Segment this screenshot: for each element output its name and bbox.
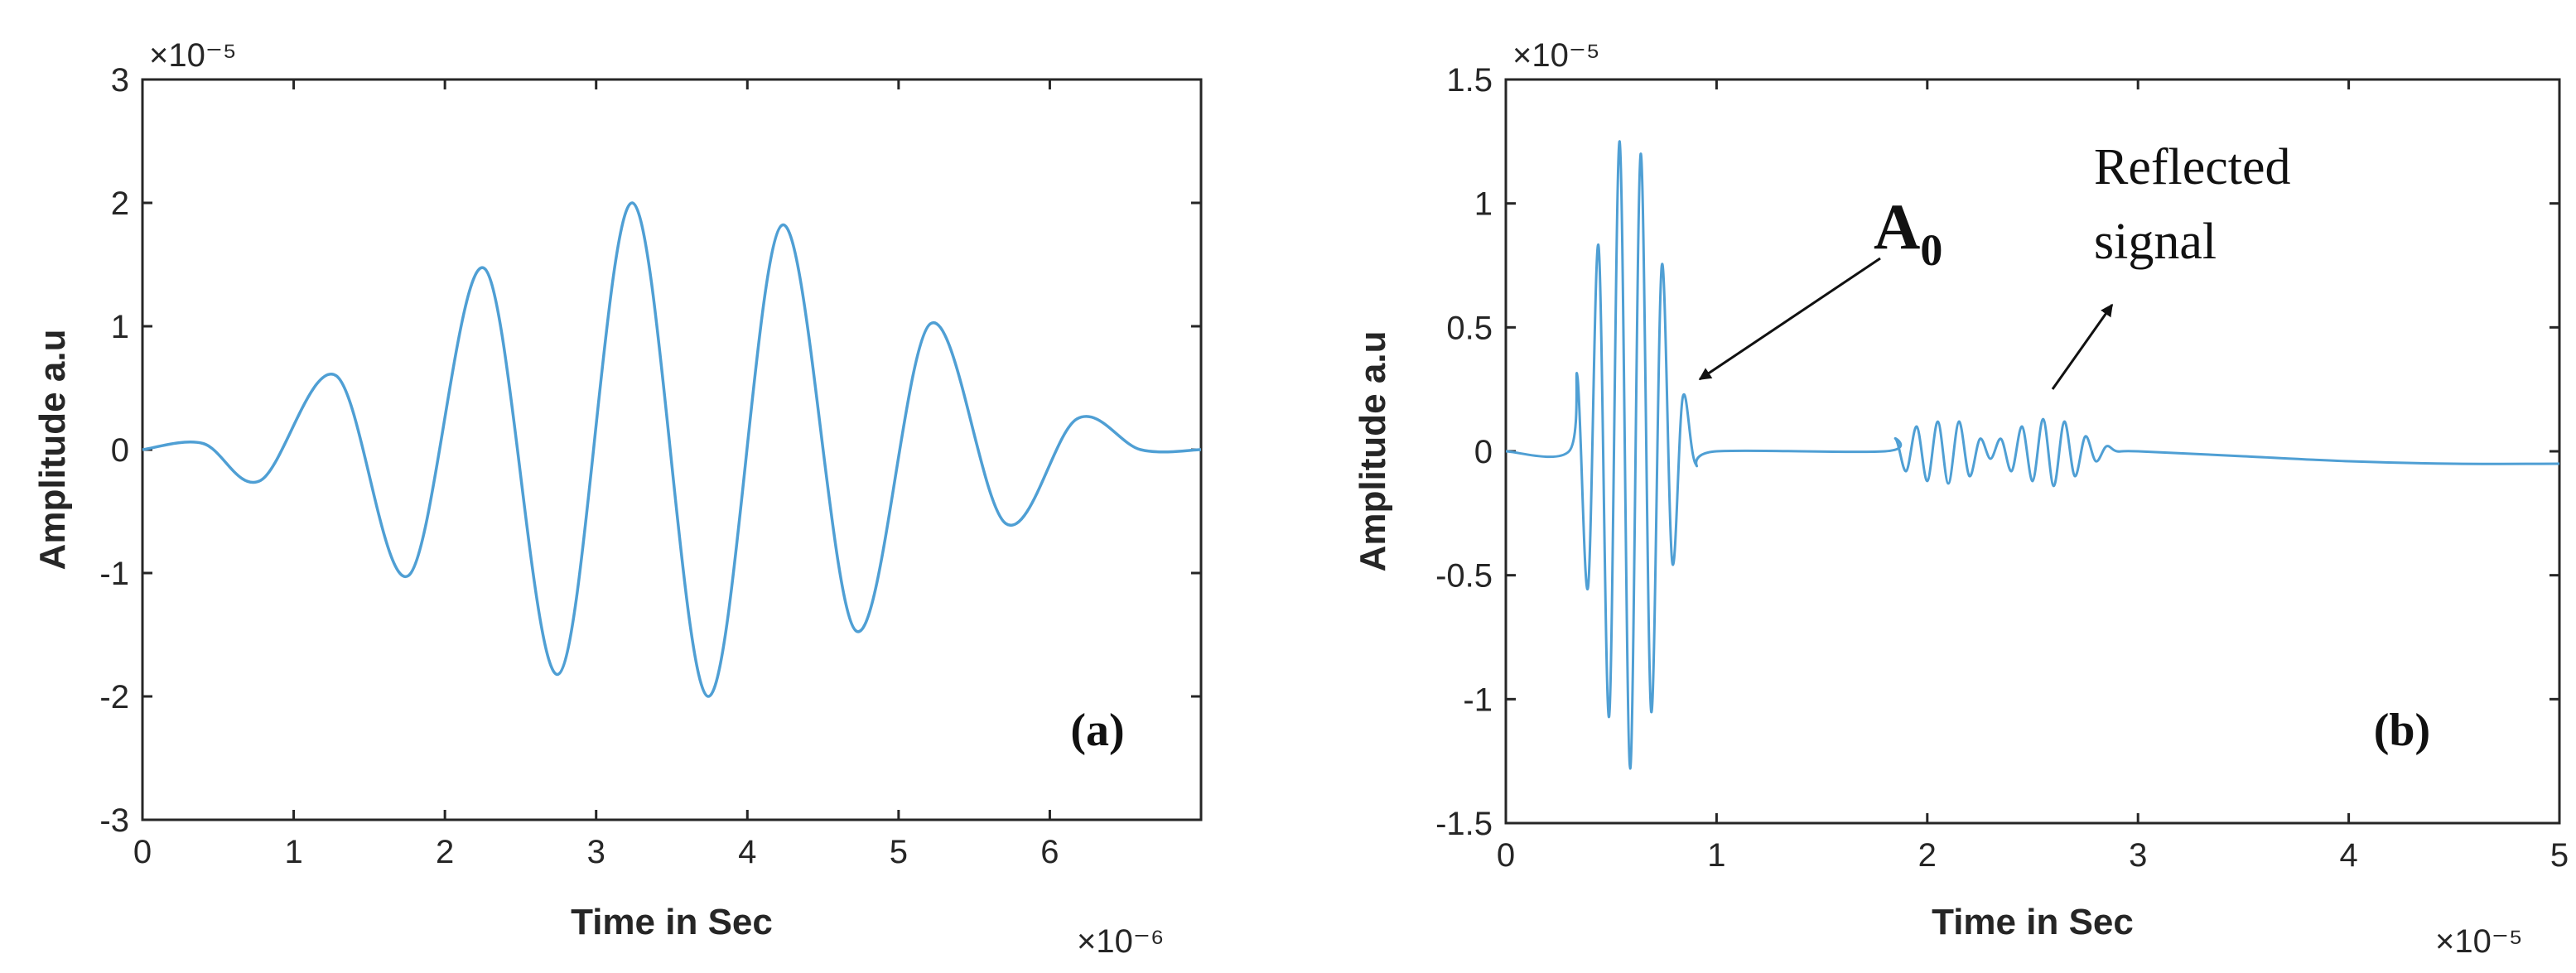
chart-b-y-tick-label: 1.5 xyxy=(1446,62,1493,99)
annotation-a0-letter: A xyxy=(1874,190,1920,263)
chart-a-y-exponent: ×10⁻⁵ xyxy=(149,37,237,74)
chart-a-x-tick-label: 0 xyxy=(133,834,152,870)
chart-a-axes-box xyxy=(141,78,1203,821)
chart-b-x-tick-label: 2 xyxy=(1918,837,1937,874)
chart-a-y-tick-label: -2 xyxy=(99,679,129,715)
chart-b-y-tick-label: 0.5 xyxy=(1446,310,1493,346)
chart-a-x-tick-label: 1 xyxy=(284,834,302,870)
annotation-a0-arrow xyxy=(1698,257,1881,381)
chart-a: 0 1 2 3 4 5 6 -3 -2 -1 0 1 2 3 ×10⁻⁵ ×10⁻⁶ Time in Se… xyxy=(32,37,1203,960)
chart-b-y-tick-label: -0.5 xyxy=(1435,558,1493,595)
chart-a-x-exponent: ×10⁻⁶ xyxy=(1077,923,1164,960)
annotation-reflected-arrow xyxy=(2051,303,2114,390)
chart-a-y-axis-label: Amplitude a.u xyxy=(32,330,73,571)
chart-a-y-tick-label: 0 xyxy=(111,432,129,469)
chart-b-y-exponent: ×10⁻⁵ xyxy=(1512,37,1600,74)
chart-a-y-tick-label: -3 xyxy=(99,802,129,839)
chart-b-series-line xyxy=(1505,140,2560,770)
chart-b-y-tick-label: -1 xyxy=(1463,682,1493,718)
chart-a-x-axis-label: Time in Sec xyxy=(571,902,773,942)
annotation-reflected-line1: Reflected xyxy=(2094,139,2291,195)
annotation-a0-subscript: 0 xyxy=(1920,225,1942,275)
chart-b-y-tick-label: 1 xyxy=(1474,186,1493,223)
chart-b-y-tick-label: 0 xyxy=(1474,434,1493,470)
annotation-a0-label: A0 xyxy=(1874,190,1942,275)
annotation-reflected-line2: signal xyxy=(2094,214,2217,270)
chart-a-y-tick-label: 3 xyxy=(111,62,129,99)
chart-a-x-tick-label: 3 xyxy=(587,834,605,870)
chart-b-x-tick-label: 3 xyxy=(2129,837,2147,874)
chart-b-ticks: 0 1 2 3 4 5 -1.5 -1 -0.5 0 0.5 1 1.5 xyxy=(1435,62,2569,874)
chart-b-x-tick-label: 1 xyxy=(1707,837,1725,874)
chart-a-panel-label: (a) xyxy=(1070,705,1124,756)
chart-b-y-tick-label: -1.5 xyxy=(1435,806,1493,842)
chart-b-y-axis-label: Amplitude a.u xyxy=(1353,331,1393,572)
chart-a-series-line xyxy=(142,201,1202,698)
chart-a-x-tick-label: 4 xyxy=(738,834,756,870)
chart-b-x-exponent: ×10⁻⁵ xyxy=(2435,923,2523,960)
chart-a-y-tick-label: 1 xyxy=(111,309,129,345)
chart-b-x-tick-label: 5 xyxy=(2550,837,2569,874)
chart-a-x-tick-label: 5 xyxy=(890,834,908,870)
chart-b-x-tick-label: 4 xyxy=(2339,837,2357,874)
chart-b-panel-label: (b) xyxy=(2374,705,2430,756)
chart-b: 0 1 2 3 4 5 -1.5 -1 -0.5 0 0.5 1 1.5 ×10⁻⁵ ×10⁻⁵ Tim… xyxy=(1353,37,2569,960)
chart-b-x-tick-label: 0 xyxy=(1497,837,1515,874)
chart-a-y-tick-label: -1 xyxy=(99,556,129,592)
chart-a-x-tick-label: 2 xyxy=(436,834,454,870)
chart-a-y-tick-label: 2 xyxy=(111,185,129,222)
chart-a-ticks: 0 1 2 3 4 5 6 -3 -2 -1 0 1 2 3 xyxy=(99,62,1201,870)
chart-b-x-axis-label: Time in Sec xyxy=(1932,902,2134,942)
chart-a-x-tick-label: 6 xyxy=(1040,834,1059,870)
